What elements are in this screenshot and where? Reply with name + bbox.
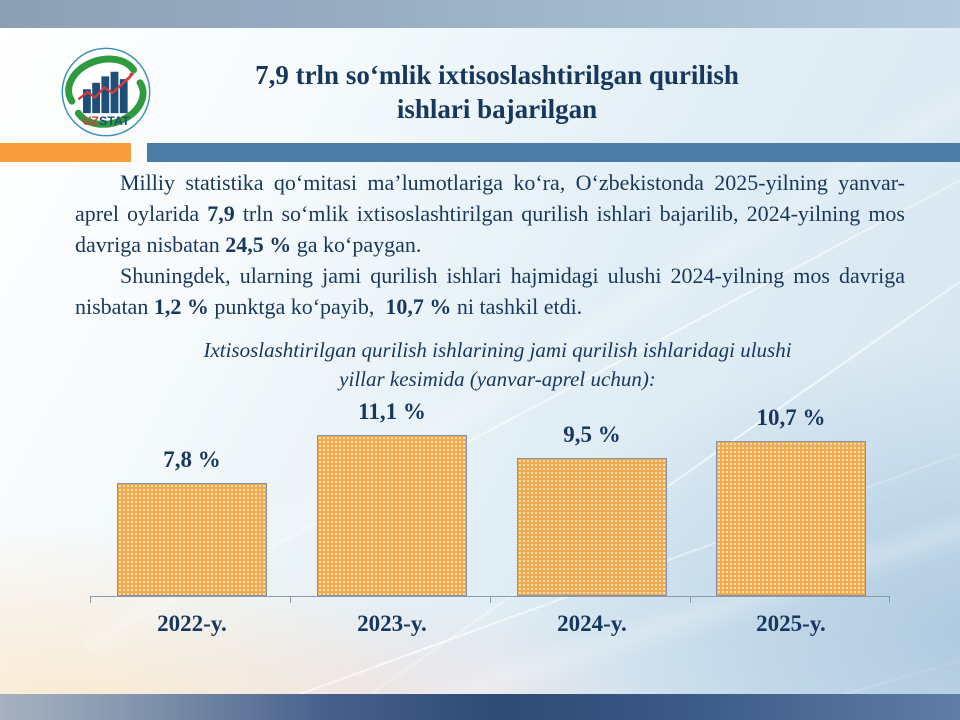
x-axis-line: [90, 596, 890, 597]
page-title-line1: 7,9 trln so‘mlik ixtisoslashtirilgan qur…: [255, 60, 739, 90]
uzstat-logo: UZSTAT: [61, 47, 151, 137]
page-title: 7,9 trln so‘mlik ixtisoslashtirilgan qur…: [167, 58, 827, 126]
logo-swoosh-top: [65, 55, 138, 105]
body-text: Milliy statistika qo‘mitasi ma’lumotlari…: [75, 167, 905, 322]
bottom-band: [0, 694, 960, 720]
x-axis-label: 2025-y.: [756, 611, 826, 636]
logo-trend-arrow-icon: [128, 72, 135, 81]
axis-tick: [690, 597, 691, 603]
bar-2024: [517, 458, 667, 596]
bar-2025: [716, 441, 866, 596]
axis-tick: [889, 597, 890, 603]
logo-wordmark: UZSTAT: [82, 114, 130, 128]
axis-tick: [490, 597, 491, 603]
x-axis-label: 2024-y.: [557, 611, 627, 636]
bar-value-label: 7,8 %: [163, 447, 221, 472]
bar-2022: [117, 483, 267, 596]
chart-title-line2: yillar kesimida (yanvar-aprel uchun):: [339, 367, 656, 391]
paragraph-2: Shuningdek, ularning jami qurilish ishla…: [75, 263, 905, 319]
paragraph-1: Milliy statistika qo‘mitasi ma’lumotlari…: [75, 170, 905, 257]
axis-tick: [90, 597, 91, 603]
logo-trend-line-icon: [77, 75, 131, 101]
axis-tick: [290, 597, 291, 603]
bar-value-label: 10,7 %: [756, 405, 826, 430]
logo-swoosh-bottom: [74, 79, 147, 128]
chart-title-line1: Ixtisoslashtirilgan qurilish ishlarining…: [203, 338, 792, 362]
orange-divider: [0, 143, 131, 162]
bar-value-label: 9,5 %: [563, 422, 621, 447]
page-title-line2: ishlari bajarilgan: [396, 94, 598, 124]
chart-title: Ixtisoslashtirilgan qurilish ishlarining…: [130, 336, 865, 394]
top-band: [0, 0, 960, 28]
x-axis-label: 2023-y.: [357, 611, 427, 636]
bar-2023: [317, 435, 467, 596]
x-axis-label: 2022-y.: [157, 611, 227, 636]
bar-value-label: 11,1 %: [358, 399, 426, 424]
blue-divider: [147, 143, 960, 162]
